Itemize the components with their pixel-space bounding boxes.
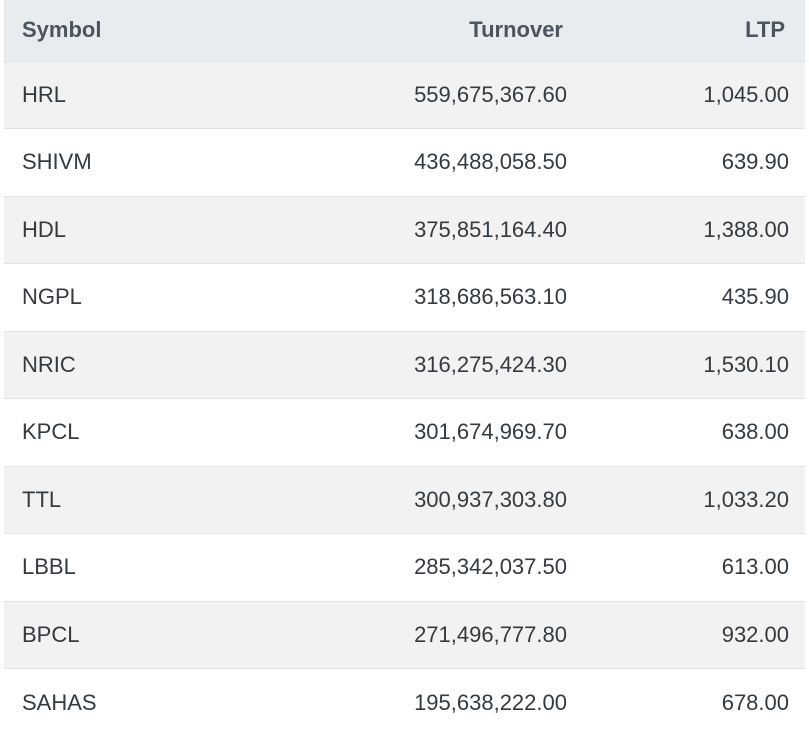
- table-body: HRL 559,675,367.60 1,045.00 SHIVM 436,48…: [4, 61, 805, 736]
- cell-turnover: 316,275,424.30: [254, 331, 579, 399]
- cell-symbol: NGPL: [4, 264, 254, 332]
- cell-turnover: 195,638,222.00: [254, 669, 579, 736]
- cell-ltp: 613.00: [579, 534, 805, 602]
- header-row: Symbol Turnover LTP: [4, 0, 805, 61]
- cell-turnover: 559,675,367.60: [254, 61, 579, 129]
- cell-ltp: 638.00: [579, 399, 805, 467]
- table-row[interactable]: TTL 300,937,303.80 1,033.20: [4, 466, 805, 534]
- cell-symbol: HDL: [4, 196, 254, 264]
- table-row[interactable]: KPCL 301,674,969.70 638.00: [4, 399, 805, 467]
- cell-ltp: 932.00: [579, 601, 805, 669]
- cell-symbol: SHIVM: [4, 129, 254, 197]
- cell-ltp: 435.90: [579, 264, 805, 332]
- table-row[interactable]: SHIVM 436,488,058.50 639.90: [4, 129, 805, 197]
- cell-symbol: NRIC: [4, 331, 254, 399]
- column-header-ltp[interactable]: LTP: [579, 0, 805, 61]
- cell-turnover: 271,496,777.80: [254, 601, 579, 669]
- table-row[interactable]: LBBL 285,342,037.50 613.00: [4, 534, 805, 602]
- turnover-table-container: Symbol Turnover LTP HRL 559,675,367.60 1…: [4, 0, 805, 730]
- cell-ltp: 1,530.10: [579, 331, 805, 399]
- cell-turnover: 300,937,303.80: [254, 466, 579, 534]
- cell-symbol: TTL: [4, 466, 254, 534]
- cell-symbol: HRL: [4, 61, 254, 129]
- cell-turnover: 375,851,164.40: [254, 196, 579, 264]
- table-row[interactable]: NGPL 318,686,563.10 435.90: [4, 264, 805, 332]
- table-header: Symbol Turnover LTP: [4, 0, 805, 61]
- cell-symbol: SAHAS: [4, 669, 254, 736]
- cell-ltp: 639.90: [579, 129, 805, 197]
- cell-symbol: KPCL: [4, 399, 254, 467]
- cell-turnover: 436,488,058.50: [254, 129, 579, 197]
- cell-turnover: 285,342,037.50: [254, 534, 579, 602]
- cell-symbol: LBBL: [4, 534, 254, 602]
- turnover-table: Symbol Turnover LTP HRL 559,675,367.60 1…: [4, 0, 805, 736]
- table-row[interactable]: SAHAS 195,638,222.00 678.00: [4, 669, 805, 736]
- column-header-symbol[interactable]: Symbol: [4, 0, 254, 61]
- table-row[interactable]: BPCL 271,496,777.80 932.00: [4, 601, 805, 669]
- cell-symbol: BPCL: [4, 601, 254, 669]
- cell-ltp: 1,388.00: [579, 196, 805, 264]
- table-row[interactable]: HDL 375,851,164.40 1,388.00: [4, 196, 805, 264]
- cell-turnover: 318,686,563.10: [254, 264, 579, 332]
- cell-ltp: 1,045.00: [579, 61, 805, 129]
- table-row[interactable]: HRL 559,675,367.60 1,045.00: [4, 61, 805, 129]
- cell-ltp: 678.00: [579, 669, 805, 736]
- cell-ltp: 1,033.20: [579, 466, 805, 534]
- table-row[interactable]: NRIC 316,275,424.30 1,530.10: [4, 331, 805, 399]
- cell-turnover: 301,674,969.70: [254, 399, 579, 467]
- column-header-turnover[interactable]: Turnover: [254, 0, 579, 61]
